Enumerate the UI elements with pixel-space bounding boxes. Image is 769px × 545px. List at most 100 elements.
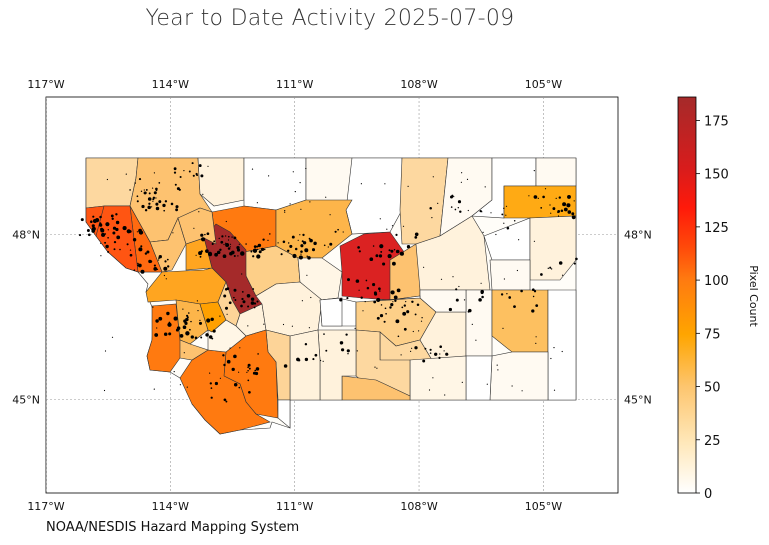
county-toole <box>243 157 307 211</box>
fire-detection-dot <box>416 303 420 307</box>
fire-detection-dot <box>205 249 209 253</box>
fire-detection-dot <box>513 219 516 222</box>
fire-detection-dot <box>466 178 469 180</box>
fire-detection-dot <box>148 202 151 205</box>
fire-detection-dot <box>247 366 249 369</box>
fire-detection-dot <box>337 228 339 231</box>
fire-detection-dot <box>199 319 201 322</box>
fire-detection-dot <box>302 233 305 237</box>
fire-detection-dot <box>155 319 159 323</box>
fire-detection-dot <box>198 164 202 168</box>
fire-detection-dot <box>246 371 248 373</box>
fire-detection-dot <box>224 306 229 310</box>
fire-detection-dot <box>364 301 366 303</box>
fire-detection-dot <box>110 214 114 218</box>
lat-tick-label: 48°N <box>624 229 652 242</box>
fire-detection-dot <box>221 235 224 238</box>
fire-detection-dot <box>92 215 95 218</box>
fire-detection-dot <box>391 261 396 266</box>
fire-detection-dot <box>237 255 239 257</box>
fire-detection-dot <box>467 310 470 313</box>
fire-detection-dot <box>111 336 114 338</box>
fire-detection-dot <box>571 212 575 216</box>
fire-detection-dot <box>147 205 151 210</box>
fire-detection-dot <box>503 222 505 224</box>
fire-detection-dot <box>402 225 405 227</box>
fire-detection-dot <box>229 251 233 256</box>
fire-detection-dot <box>280 253 283 256</box>
fire-detection-dot <box>256 254 261 259</box>
fire-detection-dot <box>233 288 237 292</box>
fire-detection-dot <box>168 332 172 336</box>
fire-detection-dot <box>144 252 148 255</box>
fire-detection-dot <box>263 323 265 325</box>
fire-detection-dot <box>175 205 179 209</box>
fire-detection-dot <box>459 210 462 213</box>
fire-detection-dot <box>369 257 374 262</box>
fire-detection-dot <box>133 269 136 271</box>
fire-detection-dot <box>182 308 184 310</box>
fire-detection-dot <box>322 360 324 362</box>
fire-detection-dot <box>192 174 195 177</box>
county-yellowstone-park-strip <box>277 399 291 429</box>
fire-detection-dot <box>155 187 158 191</box>
fire-detection-dot <box>189 328 191 331</box>
fire-detection-dot <box>183 352 185 354</box>
fire-detection-dot <box>535 336 537 338</box>
fire-detection-dot <box>107 229 109 231</box>
fire-detection-dot <box>204 233 206 236</box>
fire-detection-dot <box>101 232 106 237</box>
fire-detection-dot <box>125 173 127 175</box>
fire-detection-dot <box>383 320 386 323</box>
fire-detection-dot <box>115 227 119 232</box>
fire-detection-dot <box>193 227 195 229</box>
fire-detection-dot <box>291 235 295 239</box>
fire-detection-dot <box>138 247 143 252</box>
fire-detection-dot <box>148 192 151 195</box>
fire-detection-dot <box>388 249 391 252</box>
fire-detection-dot <box>153 388 155 390</box>
fire-detection-dot <box>380 304 383 306</box>
fire-detection-dot <box>219 377 221 379</box>
fire-detection-dot <box>225 243 230 247</box>
fire-detection-dot <box>309 201 311 203</box>
fire-detection-dot <box>296 357 300 362</box>
fire-detection-dot <box>340 343 342 345</box>
fire-detection-dot <box>496 364 498 366</box>
fire-detection-dot <box>390 290 395 295</box>
fire-detection-dot <box>297 239 299 241</box>
fire-detection-dot <box>422 359 426 363</box>
fire-detection-dot <box>300 244 304 248</box>
fire-detection-dot <box>179 334 184 338</box>
fire-detection-dot <box>325 349 328 352</box>
fire-detection-dot <box>184 321 188 325</box>
fire-detection-dot <box>432 377 434 379</box>
fire-detection-dot <box>153 267 158 271</box>
fire-detection-dot <box>106 178 108 181</box>
fire-detection-dot <box>394 299 397 303</box>
fire-detection-dot <box>535 342 537 344</box>
fire-detection-dot <box>163 266 168 271</box>
fire-detection-dot <box>190 320 192 323</box>
county-daniels <box>535 157 577 187</box>
fire-detection-dot <box>566 208 568 210</box>
fire-detection-dot <box>393 295 398 300</box>
fire-detection-dot <box>302 241 307 245</box>
fire-detection-dot <box>282 240 286 244</box>
fire-detection-dot <box>167 265 170 268</box>
fire-detection-dot <box>104 350 107 352</box>
fire-detection-dot <box>531 288 535 292</box>
fire-detection-dot <box>255 367 260 371</box>
fire-detection-dot <box>446 353 449 356</box>
fire-detection-dot <box>238 371 240 373</box>
colorbar-tick-label: 25 <box>704 434 721 449</box>
fire-detection-dot <box>80 218 84 222</box>
fire-detection-dot <box>166 311 170 316</box>
fire-detection-dot <box>163 209 166 212</box>
lon-ticks-top: 117°W 114°W 111°W 108°W 105°W <box>27 78 562 91</box>
fire-detection-dot <box>376 367 378 369</box>
fire-detection-dot <box>360 296 363 299</box>
fire-detection-dot <box>212 329 216 333</box>
fire-detection-dot <box>306 255 308 257</box>
colorbar-gradient <box>677 96 697 494</box>
